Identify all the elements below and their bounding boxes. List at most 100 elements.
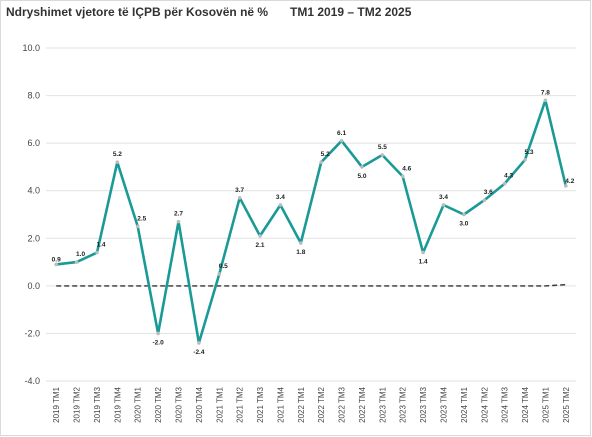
data-point <box>462 212 466 217</box>
x-tick-label: 2019 TM1 <box>52 386 61 422</box>
data-point <box>543 98 548 103</box>
data-labels: 0.9 1.0 1.4 5.2 2.5 -2.0 2.7 -2.4 0.5 3.7 2.1 3.4 1.… <box>52 89 575 356</box>
data-label: 4.2 <box>565 178 574 185</box>
chart-subtitle: TM1 2019 – TM2 2025 <box>290 5 412 19</box>
data-point <box>115 160 120 164</box>
x-tick-label: 2023 TM2 <box>399 386 408 422</box>
zero-baseline-series <box>56 284 566 287</box>
data-point <box>441 203 446 207</box>
data-point <box>156 331 160 336</box>
data-label: 5.0 <box>357 173 366 180</box>
y-axis-ticks: 10.0 8.0 6.0 4.0 2.0 0.0 -2.0 -4.0 <box>22 43 40 386</box>
hicp-series <box>56 99 568 345</box>
gridlines <box>46 47 576 382</box>
data-point <box>339 138 344 143</box>
data-label: 2.1 <box>256 242 265 249</box>
data-point <box>197 341 201 345</box>
data-label: 1.4 <box>96 242 105 249</box>
data-label: 4.3 <box>504 173 513 180</box>
y-tick-label: 6.0 <box>27 138 40 148</box>
data-point <box>237 196 242 200</box>
data-label: 5.2 <box>321 151 330 158</box>
x-tick-label: 2019 TM4 <box>113 386 122 422</box>
x-tick-label: 2024 TM1 <box>460 386 469 422</box>
data-label: 1.8 <box>296 249 305 256</box>
x-tick-label: 2021 TM4 <box>276 386 285 422</box>
data-point <box>74 260 79 264</box>
data-label: 3.0 <box>459 221 468 228</box>
x-axis-ticks: 2019 TM1 2019 TM2 2019 TM3 2019 TM4 2020 TM1… <box>52 386 571 422</box>
x-tick-label: 2023 TM3 <box>419 386 428 422</box>
data-label: 3.4 <box>276 194 285 201</box>
x-tick-label: 2024 TM2 <box>480 386 489 422</box>
data-point <box>54 262 58 267</box>
data-point <box>380 153 385 157</box>
x-tick-label: 2019 TM3 <box>93 386 102 422</box>
x-tick-label: 2022 TM4 <box>358 386 367 422</box>
data-point <box>258 234 262 238</box>
data-label: 6.1 <box>337 130 346 137</box>
x-tick-label: 2022 TM3 <box>338 386 347 422</box>
data-label: 0.9 <box>52 256 61 263</box>
data-label: 5.2 <box>113 151 122 158</box>
data-label: 5.5 <box>378 144 387 151</box>
y-tick-label: 0.0 <box>27 281 40 291</box>
x-tick-label: 2024 TM3 <box>501 386 510 422</box>
x-tick-label: 2021 TM1 <box>215 386 224 422</box>
x-tick-label: 2020 TM2 <box>154 386 163 422</box>
data-point <box>400 174 405 179</box>
x-tick-label: 2021 TM3 <box>256 386 265 422</box>
data-label: 5.3 <box>525 149 534 156</box>
x-tick-label: 2025 TM2 <box>562 386 571 422</box>
x-tick-label: 2020 TM1 <box>134 386 143 422</box>
y-tick-label: 4.0 <box>27 186 40 196</box>
data-label: 3.4 <box>439 194 448 201</box>
y-tick-label: 10.0 <box>22 43 40 53</box>
data-point <box>135 224 140 229</box>
data-point <box>299 241 303 245</box>
data-label: 0.5 <box>219 263 228 270</box>
data-markers <box>54 98 568 345</box>
data-point <box>523 157 527 162</box>
data-label: 1.0 <box>76 251 85 258</box>
x-tick-label: 2025 TM1 <box>541 386 550 422</box>
data-point <box>217 272 222 276</box>
data-point <box>95 250 99 255</box>
data-label: 4.6 <box>402 165 411 172</box>
zero-baseline-line <box>56 284 566 287</box>
y-tick-label: 2.0 <box>27 233 40 243</box>
x-tick-label: 2022 TM1 <box>297 386 306 422</box>
data-point <box>278 203 283 207</box>
x-tick-label: 2020 TM4 <box>195 386 204 422</box>
data-point <box>421 250 425 255</box>
y-tick-label: 8.0 <box>27 91 40 101</box>
x-tick-label: 2022 TM2 <box>317 386 326 422</box>
data-point <box>482 198 487 203</box>
data-label: 2.7 <box>174 211 183 218</box>
data-label: 2.5 <box>137 215 146 222</box>
x-tick-label: 2023 TM1 <box>378 386 387 422</box>
data-label: 7.8 <box>541 89 550 96</box>
hicp-line <box>56 99 568 345</box>
data-point <box>502 181 507 186</box>
data-point <box>564 184 568 188</box>
x-tick-label: 2021 TM2 <box>236 386 245 422</box>
x-tick-label: 2023 TM4 <box>440 386 449 422</box>
data-label: 3.7 <box>235 187 244 194</box>
y-tick-label: -4.0 <box>24 376 40 386</box>
x-tick-label: 2019 TM2 <box>73 386 82 422</box>
x-tick-label: 2024 TM4 <box>521 386 530 422</box>
chart-title: Ndryshimet vjetore të IÇPB për Kosovën n… <box>6 5 268 19</box>
data-point <box>319 160 323 164</box>
data-label: 3.6 <box>484 189 493 196</box>
data-label: -2.4 <box>193 349 205 356</box>
data-label: -2.0 <box>153 339 165 346</box>
data-point <box>360 165 364 169</box>
y-tick-label: -2.0 <box>24 328 40 338</box>
data-point <box>176 219 181 224</box>
x-tick-label: 2020 TM3 <box>175 386 184 422</box>
data-label: 1.4 <box>419 259 428 266</box>
